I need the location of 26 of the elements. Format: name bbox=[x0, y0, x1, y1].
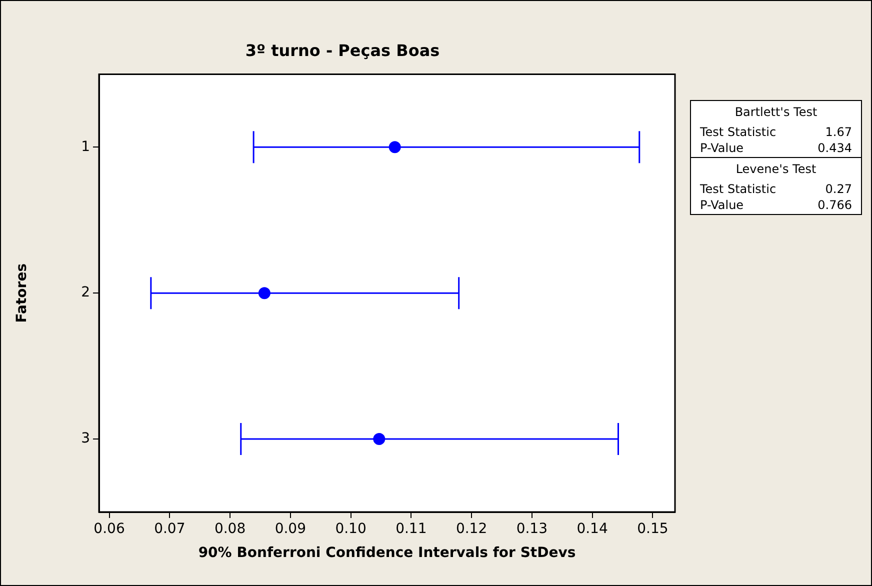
x-tick-label: 0.07 bbox=[154, 521, 186, 538]
text: 0.434 bbox=[818, 140, 852, 156]
text: P-Value bbox=[700, 197, 744, 213]
x-tick-label: 0.14 bbox=[576, 521, 608, 538]
y-axis-title: Fatores bbox=[14, 263, 30, 323]
x-tick-label: 0.06 bbox=[94, 521, 125, 538]
x-tick-label: 0.15 bbox=[637, 521, 668, 538]
y-tick-label: 3 bbox=[81, 430, 90, 447]
x-tick-label: 0.08 bbox=[214, 521, 246, 538]
chart-title: 3º turno - Peças Boas bbox=[245, 40, 440, 60]
y-tick-label: 2 bbox=[81, 284, 90, 301]
x-tick-label: 0.11 bbox=[396, 521, 427, 538]
text: P-Value bbox=[700, 140, 744, 156]
x-tick-label: 0.10 bbox=[335, 521, 366, 538]
text: 0.27 bbox=[825, 181, 852, 197]
text: 1.67 bbox=[825, 124, 852, 140]
text: Test Statistic bbox=[700, 181, 776, 197]
text: Levene's Test bbox=[734, 161, 818, 178]
text: Test Statistic bbox=[700, 124, 776, 140]
x-axis-title: 90% Bonferroni Confidence Intervals for StDevs bbox=[198, 545, 576, 562]
text: Bartlett's Test bbox=[734, 104, 818, 121]
text: 0.766 bbox=[818, 197, 852, 213]
y-tick-label: 1 bbox=[81, 138, 90, 155]
x-tick-label: 0.13 bbox=[516, 521, 548, 538]
x-tick-label: 0.12 bbox=[456, 521, 488, 538]
x-tick-label: 0.09 bbox=[274, 521, 306, 538]
